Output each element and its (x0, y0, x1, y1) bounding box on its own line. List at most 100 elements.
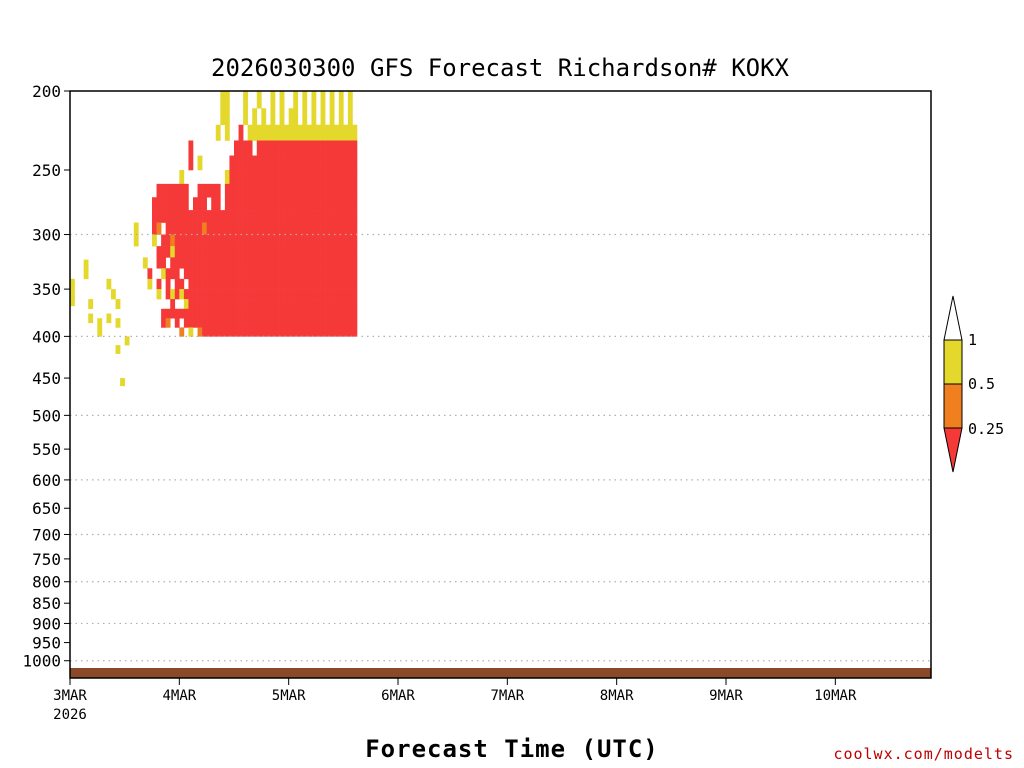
heatmap-cell (83, 268, 89, 280)
heatmap-cell (161, 268, 166, 280)
heatmap-cell (238, 299, 244, 310)
heatmap-cell (293, 155, 299, 171)
x-tick-label: 8MAR (600, 688, 634, 704)
heatmap-cell (347, 108, 353, 126)
heatmap-cell (338, 108, 344, 126)
heatmap-cell (311, 257, 317, 269)
heatmap-cell (238, 318, 244, 328)
heatmap-cell (234, 299, 239, 310)
heatmap-cell (161, 210, 166, 223)
heatmap-cell (197, 234, 203, 247)
heatmap-cell (202, 222, 207, 235)
heatmap-cell (224, 327, 230, 337)
heatmap-cell (234, 318, 239, 328)
heatmap-cell (275, 124, 280, 141)
heatmap-cell (265, 308, 271, 319)
heatmap-cell (211, 308, 217, 319)
heatmap-cell (338, 246, 344, 258)
heatmap-cell (193, 222, 198, 235)
heatmap-cell (202, 308, 207, 319)
heatmap-cell (224, 308, 230, 319)
heatmap-cell (293, 210, 299, 223)
heatmap-cell (265, 268, 271, 280)
heatmap-cell (170, 210, 176, 223)
y-tick-label: 650 (32, 499, 61, 518)
heatmap-cell (270, 91, 276, 109)
x-axis-label: Forecast Time (UTC) (365, 735, 659, 763)
heatmap-cell (352, 183, 358, 198)
heatmap-cell (165, 318, 171, 328)
heatmap-cell (288, 268, 294, 280)
heatmap-cell (347, 308, 353, 319)
heatmap-cell (293, 278, 299, 290)
heatmap-cell (220, 299, 226, 310)
heatmap-cell (284, 278, 289, 290)
heatmap-cell (338, 124, 344, 141)
heatmap-cell (220, 257, 226, 269)
heatmap-cell (215, 327, 221, 337)
heatmap-cell (243, 308, 248, 319)
heatmap-cell (243, 327, 248, 337)
credit-link[interactable]: coolwx.com/modelts (833, 745, 1014, 763)
heatmap-cell (261, 210, 267, 223)
heatmap-cell (325, 257, 330, 269)
heatmap-cell (297, 222, 303, 235)
heatmap-cell (83, 259, 89, 271)
heatmap-cell (170, 257, 176, 269)
heatmap-cell (224, 246, 230, 258)
heatmap-cell (284, 140, 289, 156)
heatmap-cell (338, 222, 344, 235)
heatmap-cell (147, 278, 153, 290)
heatmap-cell (256, 169, 262, 185)
heatmap-cell (293, 299, 299, 310)
heatmap-cell (256, 257, 262, 269)
heatmap-cell (329, 318, 335, 328)
heatmap-cell (270, 108, 276, 126)
heatmap-cell (338, 289, 344, 300)
chart-title: 2026030300 GFS Forecast Richardson# KOKX (211, 54, 790, 82)
heatmap-cell (247, 124, 253, 141)
heatmap-cell (343, 299, 349, 310)
heatmap-cell (183, 299, 189, 310)
plot-frame (69, 90, 932, 679)
heatmap-cell (288, 124, 294, 141)
heatmap-cell (270, 183, 276, 198)
heatmap-cell (329, 308, 335, 319)
heatmap-cell (188, 278, 194, 290)
heatmap-cell (265, 257, 271, 269)
heatmap-cell (247, 234, 253, 247)
heatmap-cell (334, 222, 340, 235)
heatmap-cell (311, 222, 317, 235)
heatmap-cell (120, 378, 125, 387)
y-tick-label: 550 (32, 440, 61, 459)
heatmap-cell (252, 197, 258, 211)
heatmap-cell (188, 210, 194, 223)
heatmap-cell (320, 108, 326, 126)
heatmap-cell (270, 246, 276, 258)
heatmap-cell (265, 183, 271, 198)
heatmap-cell (238, 222, 244, 235)
heatmap-cell (275, 299, 280, 310)
heatmap-cell (284, 155, 289, 171)
heatmap-cell (188, 268, 194, 280)
heatmap-cell (256, 234, 262, 247)
heatmap-cell (343, 183, 349, 198)
heatmap-cell (215, 222, 221, 235)
heatmap-cell (334, 278, 340, 290)
heatmap-cell (247, 299, 253, 310)
heatmap-cell (179, 197, 185, 211)
heatmap-cell (325, 210, 330, 223)
heatmap-cell (247, 308, 253, 319)
heatmap-cell (334, 246, 340, 258)
heatmap-cell (311, 278, 317, 290)
heatmap-cell (347, 234, 353, 247)
heatmap-cell (234, 246, 239, 258)
heatmap-cell (306, 197, 312, 211)
heatmap-cell (293, 318, 299, 328)
heatmap-cell (261, 308, 267, 319)
heatmap-cell (265, 278, 271, 290)
heatmap-cell (316, 197, 321, 211)
heatmap-cell (288, 210, 294, 223)
heatmap-cell (247, 246, 253, 258)
heatmap-cell (275, 318, 280, 328)
